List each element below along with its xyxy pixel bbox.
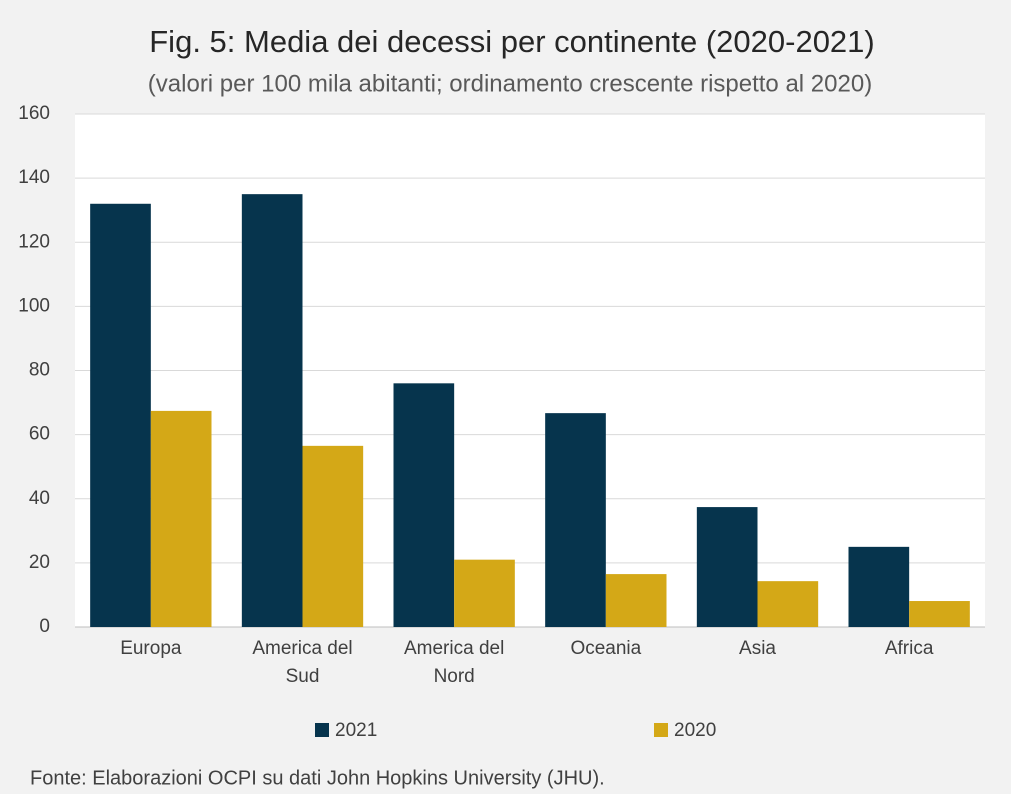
y-tick-label: 0 — [39, 616, 50, 637]
x-tick-label: America del Nord — [403, 638, 505, 687]
x-tick-label: Africa — [884, 638, 934, 659]
bar — [302, 445, 364, 627]
y-tick-label: 60 — [29, 424, 50, 445]
y-tick-label: 40 — [29, 488, 50, 509]
bar — [241, 194, 303, 627]
y-tick-label: 80 — [29, 360, 50, 381]
chart-subtitle: (valori per 100 mila abitanti; ordinamen… — [148, 70, 872, 97]
x-tick-label: Oceania — [570, 638, 642, 659]
chart-title: Fig. 5: Media dei decessi per continente… — [149, 24, 875, 59]
x-tick-label: Asia — [739, 638, 776, 659]
legend-swatch — [315, 723, 329, 737]
legend-swatch — [654, 723, 668, 737]
y-tick-label: 160 — [18, 103, 50, 124]
legend-label: 2020 — [674, 720, 716, 741]
y-tick-label: 140 — [18, 167, 50, 188]
legend-label: 2021 — [335, 720, 377, 741]
bar — [696, 507, 758, 627]
bar — [454, 559, 515, 627]
bar — [909, 601, 970, 627]
y-tick-label: 100 — [18, 295, 50, 316]
bar — [393, 383, 455, 627]
bar — [848, 546, 910, 627]
source-note: Fonte: Elaborazioni OCPI su dati John Ho… — [30, 767, 605, 789]
x-tick-label: America del Sud — [252, 638, 353, 687]
y-tick-label: 120 — [18, 231, 50, 252]
bar — [757, 581, 819, 627]
bar — [605, 574, 667, 627]
bar — [545, 413, 606, 627]
bar — [90, 203, 151, 627]
x-tick-label: Europa — [120, 638, 182, 659]
y-tick-label: 20 — [29, 552, 50, 573]
bar — [150, 410, 212, 627]
